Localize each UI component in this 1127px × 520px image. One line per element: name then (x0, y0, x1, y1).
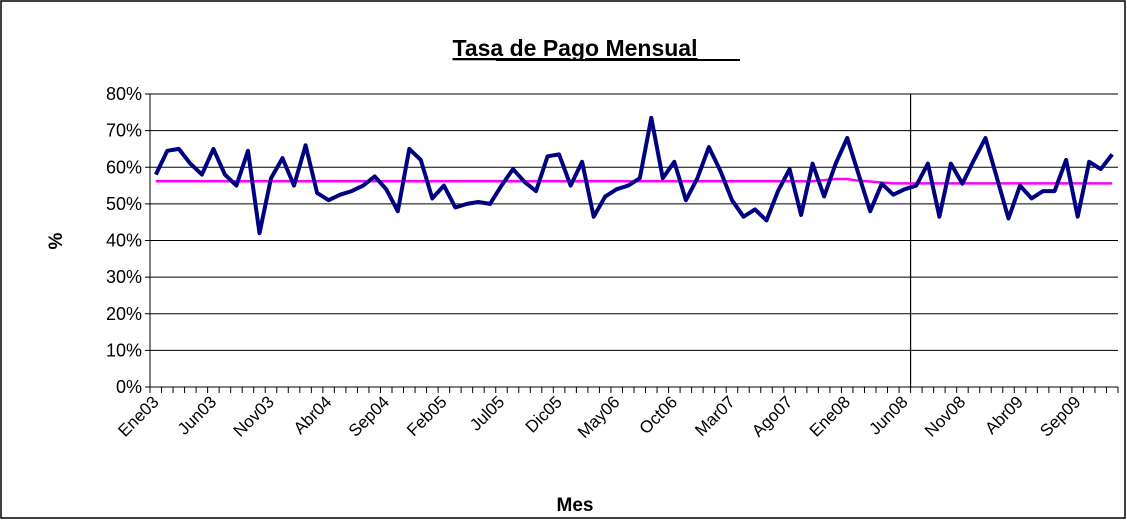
y-tick-label: 70% (106, 121, 142, 141)
x-axis-label: Mes (557, 495, 594, 516)
y-tick-label: 20% (106, 304, 142, 324)
y-tick-label: 0% (116, 377, 142, 397)
series-line (153, 115, 1114, 236)
y-tick-label: 10% (106, 340, 142, 360)
y-tick-label: 40% (106, 231, 142, 251)
y-tick-label: 80% (106, 84, 142, 104)
chart-title: Tasa de Pago Mensual (453, 35, 698, 61)
y-axis-label: % (46, 232, 67, 249)
y-tick-label: 50% (106, 194, 142, 214)
y-tick-label: 30% (106, 267, 142, 287)
y-tick-label: 60% (106, 157, 142, 177)
